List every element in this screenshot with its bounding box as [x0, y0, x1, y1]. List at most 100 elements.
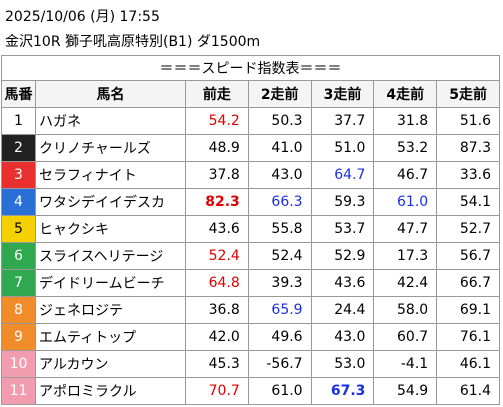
speed-index: 46.7: [373, 161, 438, 189]
column-header: 2走前: [247, 80, 312, 108]
speed-index: 55.8: [247, 215, 312, 243]
horse-name: エムティトップ: [35, 323, 186, 351]
column-header: 馬番: [1, 80, 36, 108]
horse-number: 3: [1, 161, 36, 189]
horse-number: 11: [1, 377, 36, 405]
speed-table: ＝＝＝スピード指数表＝＝＝ 馬番 馬名 前走 2走前 3走前 4走前 5走前 1 ハガネ 54.2 5…: [1, 55, 500, 405]
speed-index: 66.7: [436, 269, 500, 297]
speed-index: 33.6: [436, 161, 500, 189]
horse-name: デイドリームビーチ: [35, 269, 186, 297]
speed-index: 36.8: [185, 296, 249, 324]
speed-index: 54.2: [185, 107, 249, 135]
speed-index: -4.1: [373, 350, 438, 378]
horse-row: 6 スライスヘリテージ 52.4 52.4 52.9 17.3 56.7: [1, 242, 500, 270]
speed-index: 61.0: [373, 188, 438, 216]
horse-row: 4 ワタシデイイデスカ 82.3 66.3 59.3 61.0 54.1: [1, 188, 500, 216]
speed-index: 50.3: [247, 107, 312, 135]
speed-index: 48.9: [185, 134, 249, 162]
horse-number: 7: [1, 269, 36, 297]
horse-name: アルカウン: [35, 350, 186, 378]
speed-index: 76.1: [436, 323, 500, 351]
horse-row: 5 ヒャクシキ 43.6 55.8 53.7 47.7 52.7: [1, 215, 500, 243]
horse-row: 11 アポロミラクル 70.7 61.0 67.3 54.9 61.4: [1, 377, 500, 405]
speed-index: 61.4: [436, 377, 500, 405]
table-title: ＝＝＝スピード指数表＝＝＝: [1, 55, 500, 81]
speed-index: 41.0: [247, 134, 312, 162]
horse-number: 5: [1, 215, 36, 243]
column-header: 4走前: [373, 80, 438, 108]
speed-index: 49.6: [247, 323, 312, 351]
horse-number: 8: [1, 296, 36, 324]
speed-index: 52.4: [247, 242, 312, 270]
horse-row: 3 セラフィナイト 37.8 43.0 64.7 46.7 33.6: [1, 161, 500, 189]
horse-number: 1: [1, 107, 36, 135]
column-header: 馬名: [35, 80, 186, 108]
speed-index: -56.7: [247, 350, 312, 378]
horse-row: 10 アルカウン 45.3 -56.7 53.0 -4.1 46.1: [1, 350, 500, 378]
horse-number: 9: [1, 323, 36, 351]
horse-name: スライスヘリテージ: [35, 242, 186, 270]
speed-index: 46.1: [436, 350, 500, 378]
speed-index: 53.7: [310, 215, 375, 243]
speed-index: 51.0: [310, 134, 375, 162]
speed-index: 66.3: [247, 188, 312, 216]
speed-index: 43.0: [247, 161, 312, 189]
horse-number: 6: [1, 242, 36, 270]
horse-row: 2 クリノチャールズ 48.9 41.0 51.0 53.2 87.3: [1, 134, 500, 162]
horse-name: ワタシデイイデスカ: [35, 188, 186, 216]
horse-name: ヒャクシキ: [35, 215, 186, 243]
speed-index: 51.6: [436, 107, 500, 135]
header-line: 金沢10R 獅子吼高原特別(B1) ダ1500m: [5, 34, 261, 50]
horse-row: 9 エムティトップ 42.0 49.6 43.0 60.7 76.1: [1, 323, 500, 351]
speed-index: 69.1: [436, 296, 500, 324]
header-line: 2025/10/06 (月) 17:55: [5, 9, 160, 25]
speed-index: 64.7: [310, 161, 375, 189]
speed-index: 52.4: [185, 242, 249, 270]
horse-number: 2: [1, 134, 36, 162]
column-header: 5走前: [436, 80, 500, 108]
speed-index: 43.6: [310, 269, 375, 297]
speed-index: 37.7: [310, 107, 375, 135]
speed-index: 47.7: [373, 215, 438, 243]
header-row: 馬番 馬名 前走 2走前 3走前 4走前 5走前: [1, 80, 500, 108]
speed-index: 52.7: [436, 215, 500, 243]
speed-index: 43.0: [310, 323, 375, 351]
speed-index: 87.3: [436, 134, 500, 162]
speed-index: 24.4: [310, 296, 375, 324]
speed-index: 82.3: [185, 188, 249, 216]
speed-index: 42.4: [373, 269, 438, 297]
speed-index: 70.7: [185, 377, 249, 405]
horse-number: 4: [1, 188, 36, 216]
horse-name: アポロミラクル: [35, 377, 186, 405]
horse-number: 10: [1, 350, 36, 378]
speed-index: 17.3: [373, 242, 438, 270]
horse-row: 7 デイドリームビーチ 64.8 39.3 43.6 42.4 66.7: [1, 269, 500, 297]
speed-index: 42.0: [185, 323, 249, 351]
horse-name: クリノチャールズ: [35, 134, 186, 162]
speed-index: 67.3: [310, 377, 375, 405]
speed-index: 59.3: [310, 188, 375, 216]
column-header: 3走前: [310, 80, 375, 108]
column-header: 前走: [185, 80, 249, 108]
speed-index: 64.8: [185, 269, 249, 297]
speed-index: 37.8: [185, 161, 249, 189]
horse-row: 8 ジェネロジテ 36.8 65.9 24.4 58.0 69.1: [1, 296, 500, 324]
speed-index: 58.0: [373, 296, 438, 324]
speed-index: 52.9: [310, 242, 375, 270]
horse-name: ハガネ: [35, 107, 186, 135]
speed-index: 43.6: [185, 215, 249, 243]
speed-index: 53.2: [373, 134, 438, 162]
speed-index: 45.3: [185, 350, 249, 378]
speed-index: 61.0: [247, 377, 312, 405]
speed-index: 31.8: [373, 107, 438, 135]
speed-index: 39.3: [247, 269, 312, 297]
speed-index: 56.7: [436, 242, 500, 270]
speed-index: 53.0: [310, 350, 375, 378]
horse-name: ジェネロジテ: [35, 296, 186, 324]
speed-index: 60.7: [373, 323, 438, 351]
speed-index: 54.1: [436, 188, 500, 216]
horse-row: 1 ハガネ 54.2 50.3 37.7 31.8 51.6: [1, 107, 500, 135]
speed-index: 65.9: [247, 296, 312, 324]
speed-index: 54.9: [373, 377, 438, 405]
